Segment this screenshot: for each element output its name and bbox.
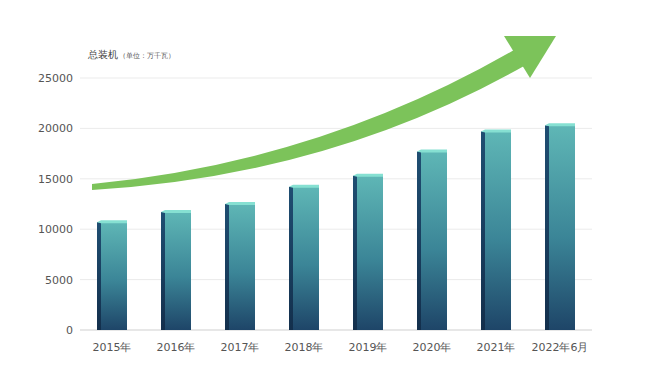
y-tick-label: 15000 bbox=[38, 173, 73, 186]
bar-cap bbox=[97, 220, 127, 223]
grid-line bbox=[80, 330, 592, 331]
x-tick-label: 2017年 bbox=[221, 341, 260, 354]
trend-arrow-head bbox=[504, 36, 556, 78]
bar bbox=[229, 203, 255, 330]
bar-cap bbox=[161, 210, 191, 213]
bar bbox=[421, 151, 447, 330]
y-tick-label: 20000 bbox=[38, 122, 73, 135]
bar bbox=[485, 130, 511, 330]
bar bbox=[293, 186, 319, 330]
grid-line bbox=[80, 229, 592, 230]
bar-side bbox=[417, 152, 421, 330]
bar-side bbox=[289, 187, 293, 330]
x-tick-label: 2015年 bbox=[93, 341, 132, 354]
bar-cap bbox=[417, 150, 447, 153]
grid-line bbox=[80, 78, 592, 79]
x-tick-label: 2021年 bbox=[477, 341, 516, 354]
bar-cap bbox=[481, 129, 511, 132]
grid-line bbox=[80, 128, 592, 129]
bar-side bbox=[353, 176, 357, 330]
bar-cap bbox=[225, 202, 255, 205]
bar bbox=[357, 175, 383, 330]
x-tick-label: 2022年6月 bbox=[532, 341, 589, 354]
bars bbox=[97, 123, 575, 330]
grid-line bbox=[80, 279, 592, 280]
title: 总装机 bbox=[87, 49, 118, 60]
bar bbox=[165, 211, 191, 330]
bar bbox=[549, 124, 575, 330]
y-tick-label: 0 bbox=[66, 324, 73, 337]
bar-cap bbox=[353, 174, 383, 177]
trend-arrow-body bbox=[92, 50, 524, 190]
y-tick-label: 10000 bbox=[38, 223, 73, 236]
x-tick-label: 2020年 bbox=[413, 341, 452, 354]
bar-side bbox=[545, 125, 549, 330]
bar bbox=[101, 221, 127, 330]
bar-cap bbox=[545, 123, 575, 126]
bar-side bbox=[225, 204, 229, 330]
bar-side bbox=[481, 131, 485, 330]
y-tick-label: 25000 bbox=[38, 72, 73, 85]
bar-side bbox=[97, 222, 101, 330]
x-tick-label: 2018年 bbox=[285, 341, 324, 354]
bar-cap bbox=[289, 185, 319, 188]
bar-side bbox=[161, 212, 165, 330]
x-tick-label: 2016年 bbox=[157, 341, 196, 354]
subtitle: （单位：万千瓦） bbox=[119, 52, 175, 60]
chart: 总装机（单位：万千瓦） 0 5000 10000 15000 20000 25000 2015… bbox=[0, 0, 658, 379]
y-tick-label: 5000 bbox=[45, 274, 73, 287]
x-tick-label: 2019年 bbox=[349, 341, 388, 354]
